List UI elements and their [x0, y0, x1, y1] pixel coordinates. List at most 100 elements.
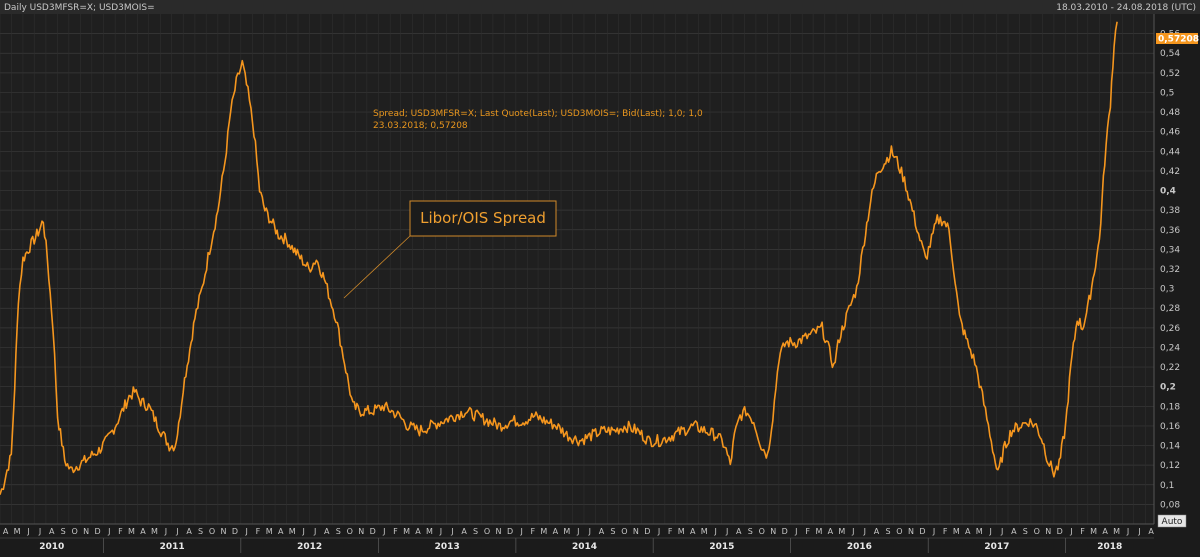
y-tick-label: 0,28 [1160, 304, 1180, 314]
month-tick-label: N [358, 527, 364, 536]
y-tick-label: 0,44 [1160, 147, 1180, 157]
month-tick-label: J [725, 527, 728, 536]
month-tick-label: J [107, 527, 110, 536]
month-tick-label: F [668, 527, 673, 536]
month-tick-label: A [49, 527, 55, 536]
month-tick-label: M [266, 527, 273, 536]
month-tick-label: J [382, 527, 385, 536]
month-tick-label: D [1057, 527, 1063, 536]
month-tick-label: F [256, 527, 261, 536]
y-tick-label: 0,46 [1160, 128, 1180, 138]
month-tick-label: N [221, 527, 227, 536]
month-tick-label: S [610, 527, 615, 536]
month-tick-label: S [748, 527, 753, 536]
month-tick-label: M [838, 527, 845, 536]
month-tick-label: S [473, 527, 478, 536]
series-annotation-line1: Spread; USD3MFSR=X; Last Quote(Last); US… [373, 109, 703, 119]
callout-box [409, 200, 557, 237]
month-tick-label: F [1080, 527, 1085, 536]
year-tick-label: 2014 [572, 542, 597, 552]
month-tick-label: O [621, 527, 627, 536]
year-tick-label: 2015 [709, 542, 734, 552]
month-tick-label: D [919, 527, 925, 536]
y-tick-label: 0,38 [1160, 206, 1180, 216]
month-tick-label: M [815, 527, 822, 536]
month-tick-label: M [976, 527, 983, 536]
month-tick-label: A [874, 527, 880, 536]
month-tick-label: S [198, 527, 203, 536]
month-tick-label: O [72, 527, 78, 536]
y-tick-label: 0,32 [1160, 265, 1180, 275]
month-tick-label: J [244, 527, 247, 536]
month-tick-label: J [657, 527, 660, 536]
month-tick-label: J [450, 527, 453, 536]
month-tick-label: F [118, 527, 123, 536]
month-tick-label: D [95, 527, 101, 536]
y-tick-label: 0,26 [1160, 324, 1180, 334]
month-tick-label: M [403, 527, 410, 536]
month-tick-label: J [313, 527, 316, 536]
last-value-label: 0,57208 [1158, 35, 1199, 45]
month-tick-label: A [965, 527, 971, 536]
y-tick-label: 0,18 [1160, 402, 1180, 412]
y-tick-label: 0,08 [1160, 500, 1180, 510]
month-tick-label: A [324, 527, 330, 536]
month-tick-label: J [175, 527, 178, 536]
month-tick-label: M [14, 527, 21, 536]
y-tick-label: 0,36 [1160, 226, 1180, 236]
y-tick-label: 0,4 [1160, 187, 1176, 197]
month-tick-label: D [644, 527, 650, 536]
month-tick-label: O [484, 527, 490, 536]
month-tick-label: S [61, 527, 66, 536]
month-tick-label: J [1126, 527, 1129, 536]
month-tick-label: A [1148, 527, 1154, 536]
month-tick-label: D [232, 527, 238, 536]
y-tick-label: 0,42 [1160, 167, 1180, 177]
auto-scale-button-label: Auto [1162, 517, 1183, 527]
month-tick-label: J [26, 527, 29, 536]
month-tick-label: M [151, 527, 158, 536]
month-tick-label: F [393, 527, 398, 536]
month-tick-label: J [932, 527, 935, 536]
month-tick-label: D [370, 527, 376, 536]
month-tick-label: M [678, 527, 685, 536]
month-tick-label: N [1045, 527, 1051, 536]
month-tick-label: A [140, 527, 146, 536]
year-tick-label: 2018 [1097, 542, 1122, 552]
year-tick-label: 2012 [297, 542, 322, 552]
last-value-badge [1156, 33, 1198, 44]
month-tick-label: A [599, 527, 605, 536]
month-tick-label: A [690, 527, 696, 536]
year-tick-label: 2017 [984, 542, 1009, 552]
month-tick-label: M [563, 527, 570, 536]
month-tick-label: O [209, 527, 215, 536]
month-tick-label: A [3, 527, 9, 536]
month-tick-label: N [496, 527, 502, 536]
month-tick-label: A [415, 527, 421, 536]
month-tick-label: A [186, 527, 192, 536]
series-line-libor-ois-spread [0, 21, 1118, 495]
auto-scale-button[interactable] [1157, 514, 1187, 528]
month-tick-label: M [540, 527, 547, 536]
month-tick-label: S [885, 527, 890, 536]
year-tick-label: 2016 [847, 542, 872, 552]
month-tick-label: J [1137, 527, 1140, 536]
month-tick-label: J [863, 527, 866, 536]
month-tick-label: N [633, 527, 639, 536]
y-tick-label: 0,24 [1160, 343, 1180, 353]
header-bar [0, 0, 1200, 14]
y-tick-label: 0,54 [1160, 49, 1180, 59]
y-tick-label: 0,1 [1160, 481, 1174, 491]
month-tick-label: A [1102, 527, 1108, 536]
month-tick-label: O [1034, 527, 1040, 536]
y-tick-label: 0,34 [1160, 245, 1180, 255]
month-tick-label: F [943, 527, 948, 536]
month-tick-label: J [301, 527, 304, 536]
series-annotation-line2: 23.03.2018; 0,57208 [373, 121, 468, 131]
month-tick-label: J [851, 527, 854, 536]
month-tick-label: J [588, 527, 591, 536]
month-tick-label: J [576, 527, 579, 536]
